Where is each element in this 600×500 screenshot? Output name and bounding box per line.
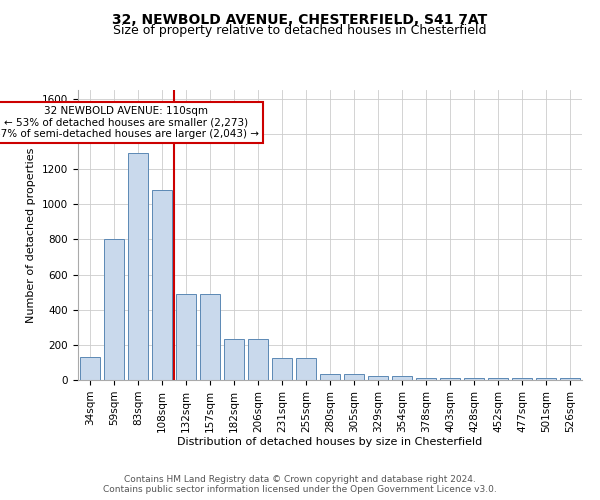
Bar bbox=[368, 376, 388, 380]
Bar bbox=[344, 374, 364, 380]
Bar bbox=[272, 358, 292, 380]
Bar bbox=[392, 376, 412, 380]
Bar bbox=[536, 378, 556, 380]
Text: Contains HM Land Registry data © Crown copyright and database right 2024.: Contains HM Land Registry data © Crown c… bbox=[124, 475, 476, 484]
Bar bbox=[320, 374, 340, 380]
Text: Size of property relative to detached houses in Chesterfield: Size of property relative to detached ho… bbox=[113, 24, 487, 37]
Bar bbox=[416, 378, 436, 380]
Bar bbox=[200, 294, 220, 380]
Text: 32, NEWBOLD AVENUE, CHESTERFIELD, S41 7AT: 32, NEWBOLD AVENUE, CHESTERFIELD, S41 7A… bbox=[112, 12, 488, 26]
Bar bbox=[104, 240, 124, 380]
Bar bbox=[512, 378, 532, 380]
Bar bbox=[224, 338, 244, 380]
Bar bbox=[560, 378, 580, 380]
Y-axis label: Number of detached properties: Number of detached properties bbox=[26, 148, 37, 322]
Bar bbox=[152, 190, 172, 380]
X-axis label: Distribution of detached houses by size in Chesterfield: Distribution of detached houses by size … bbox=[178, 438, 482, 448]
Bar bbox=[488, 378, 508, 380]
Bar bbox=[80, 357, 100, 380]
Bar bbox=[128, 154, 148, 380]
Text: 32 NEWBOLD AVENUE: 110sqm
← 53% of detached houses are smaller (2,273)
47% of se: 32 NEWBOLD AVENUE: 110sqm ← 53% of detac… bbox=[0, 106, 259, 139]
Bar bbox=[296, 358, 316, 380]
Bar bbox=[248, 338, 268, 380]
Bar bbox=[464, 378, 484, 380]
Bar bbox=[176, 294, 196, 380]
Text: Contains public sector information licensed under the Open Government Licence v3: Contains public sector information licen… bbox=[103, 484, 497, 494]
Bar bbox=[440, 378, 460, 380]
